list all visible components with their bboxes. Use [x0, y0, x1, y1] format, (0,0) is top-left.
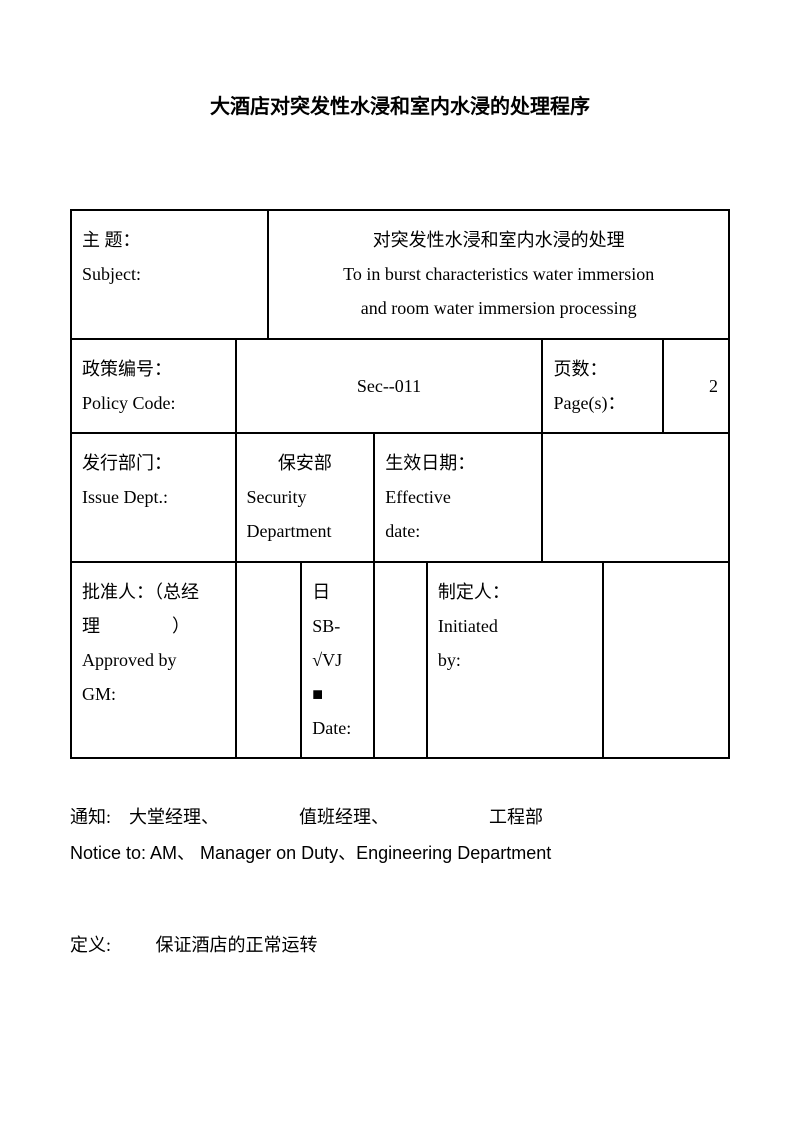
- policy-table: 主 题： Subject: 对突发性水浸和室内水浸的处理 To in burst…: [70, 209, 730, 759]
- effective-date-label-en2: date:: [385, 514, 531, 548]
- initiated-value-cell: [603, 562, 729, 759]
- subject-value-cell: 对突发性水浸和室内水浸的处理 To in burst characteristi…: [268, 210, 729, 339]
- subject-value-en1: To in burst characteristics water immers…: [279, 257, 718, 291]
- policy-code-value-cell: Sec--011: [236, 339, 543, 433]
- initiated-label-cell: 制定人： Initiated by:: [427, 562, 603, 759]
- table-row-approved: 批准人：（总经 理 ） Approved by GM: 日 SB- √VJ ■ …: [71, 562, 729, 759]
- pages-value: 2: [709, 376, 718, 396]
- effective-date-label-cell: 生效日期： Effective date:: [374, 433, 542, 562]
- pages-label-en: Page(s)：: [553, 386, 652, 420]
- notice-seg3: 工程部: [489, 799, 543, 835]
- issue-dept-label-en: Issue Dept.:: [82, 480, 225, 514]
- approved-label-en1: Approved by: [82, 643, 225, 677]
- subject-value-cn: 对突发性水浸和室内水浸的处理: [279, 223, 718, 257]
- issue-dept-label-cn: 发行部门：: [82, 446, 225, 480]
- issue-dept-label-cell: 发行部门： Issue Dept.:: [71, 433, 236, 562]
- pages-label-cn: 页数：: [553, 352, 652, 386]
- approved-label-en2: GM:: [82, 677, 225, 711]
- pages-label-cell: 页数： Page(s)：: [542, 339, 663, 433]
- policy-code-label-cell: 政策编号： Policy Code:: [71, 339, 236, 433]
- table-row-policy-code: 政策编号： Policy Code: Sec--011 页数： Page(s)：…: [71, 339, 729, 433]
- policy-code-label-en: Policy Code:: [82, 386, 225, 420]
- issue-dept-value-cell: 保安部 Security Department: [236, 433, 375, 562]
- definition-label: 定义:: [70, 935, 111, 955]
- subject-label-en: Subject:: [82, 257, 257, 291]
- approved-label-cn1: 批准人：（总经: [82, 575, 225, 609]
- effective-date-value-cell: [542, 433, 729, 562]
- initiated-label-en2: by:: [438, 643, 592, 677]
- notice-seg1: 通知: 大堂经理、: [70, 799, 219, 835]
- table-row-subject: 主 题： Subject: 对突发性水浸和室内水浸的处理 To in burst…: [71, 210, 729, 339]
- notice-line1: 通知: 大堂经理、 值班经理、 工程部: [70, 799, 730, 835]
- effective-date-label-en1: Effective: [385, 480, 531, 514]
- subject-label-cell: 主 题： Subject:: [71, 210, 268, 339]
- notice-seg2: 值班经理、: [299, 799, 389, 835]
- date-cell: 日 SB- √VJ ■ Date:: [301, 562, 374, 759]
- document-title: 大酒店对突发性水浸和室内水浸的处理程序: [70, 90, 730, 119]
- subject-value-en2: and room water immersion processing: [279, 291, 718, 325]
- issue-dept-value-cn: 保安部: [247, 446, 364, 480]
- subject-label-cn: 主 题：: [82, 223, 257, 257]
- definition-text: 保证酒店的正常运转: [156, 935, 318, 955]
- initiated-label-en1: Initiated: [438, 609, 592, 643]
- document-page: 大酒店对突发性水浸和室内水浸的处理程序 主 题： Subject: 对突发性水浸…: [0, 0, 800, 1007]
- approved-label-cell: 批准人：（总经 理 ） Approved by GM:: [71, 562, 236, 759]
- pages-value-cell: 2: [663, 339, 729, 433]
- policy-code-value: Sec--011: [357, 376, 421, 396]
- notice-block: 通知: 大堂经理、 值班经理、 工程部 Notice to: AM、 Manag…: [70, 799, 730, 871]
- initiated-label-cn: 制定人：: [438, 575, 592, 609]
- issue-dept-value-en2: Department: [247, 514, 364, 548]
- issue-dept-value-en1: Security: [247, 480, 364, 514]
- notice-line2: Notice to: AM、 Manager on Duty、Engineeri…: [70, 835, 730, 871]
- definition-block: 定义: 保证酒店的正常运转: [70, 931, 730, 957]
- table-row-issue-dept: 发行部门： Issue Dept.: 保安部 Security Departme…: [71, 433, 729, 562]
- policy-code-label-cn: 政策编号：: [82, 352, 225, 386]
- approved-label-cn2: 理 ）: [82, 609, 225, 643]
- approved-value-cell: [236, 562, 302, 759]
- effective-date-label-cn: 生效日期：: [385, 446, 531, 480]
- empty-cell-1: [374, 562, 427, 759]
